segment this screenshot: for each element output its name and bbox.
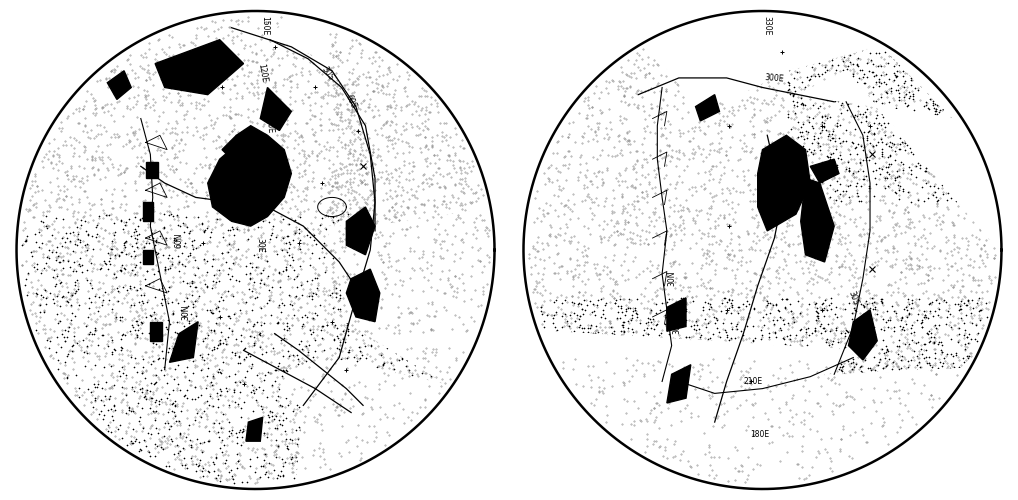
Text: 30N: 30N [181, 304, 190, 320]
Text: 60S: 60S [344, 94, 358, 110]
Polygon shape [757, 136, 810, 231]
Polygon shape [346, 269, 380, 322]
Polygon shape [523, 11, 1002, 489]
Text: 90E: 90E [265, 118, 275, 134]
Text: 30S: 30S [847, 290, 860, 306]
Polygon shape [810, 159, 839, 183]
Text: 120E: 120E [257, 63, 269, 84]
Polygon shape [246, 418, 263, 441]
Polygon shape [146, 162, 158, 178]
Polygon shape [667, 298, 686, 332]
Text: 30S: 30S [320, 64, 335, 82]
Polygon shape [222, 136, 243, 159]
Polygon shape [144, 250, 153, 264]
Text: 150E: 150E [261, 16, 270, 35]
Polygon shape [279, 358, 449, 483]
Polygon shape [644, 14, 881, 106]
Polygon shape [107, 71, 131, 100]
Polygon shape [169, 322, 199, 362]
Text: 30N: 30N [667, 271, 676, 286]
Polygon shape [151, 322, 162, 341]
Polygon shape [208, 126, 291, 226]
Polygon shape [849, 310, 878, 360]
Polygon shape [346, 207, 375, 255]
Polygon shape [667, 364, 691, 403]
Polygon shape [327, 209, 492, 386]
Polygon shape [144, 202, 153, 222]
Text: 30E: 30E [256, 238, 265, 252]
Text: 60N: 60N [174, 232, 183, 248]
Polygon shape [261, 88, 291, 130]
Text: 60E: 60E [261, 180, 270, 195]
Polygon shape [541, 331, 967, 486]
Text: 180E: 180E [750, 430, 770, 438]
Text: 30N: 30N [672, 318, 681, 334]
Text: 210E: 210E [743, 377, 762, 386]
Polygon shape [801, 178, 834, 262]
Text: 300E: 300E [765, 72, 785, 83]
Text: 60S: 60S [851, 337, 864, 354]
Polygon shape [268, 17, 492, 291]
Polygon shape [155, 40, 243, 94]
Text: 0: 0 [253, 422, 258, 432]
Polygon shape [695, 94, 720, 121]
Text: 330E: 330E [762, 16, 772, 35]
Polygon shape [16, 11, 495, 489]
Polygon shape [798, 45, 999, 250]
